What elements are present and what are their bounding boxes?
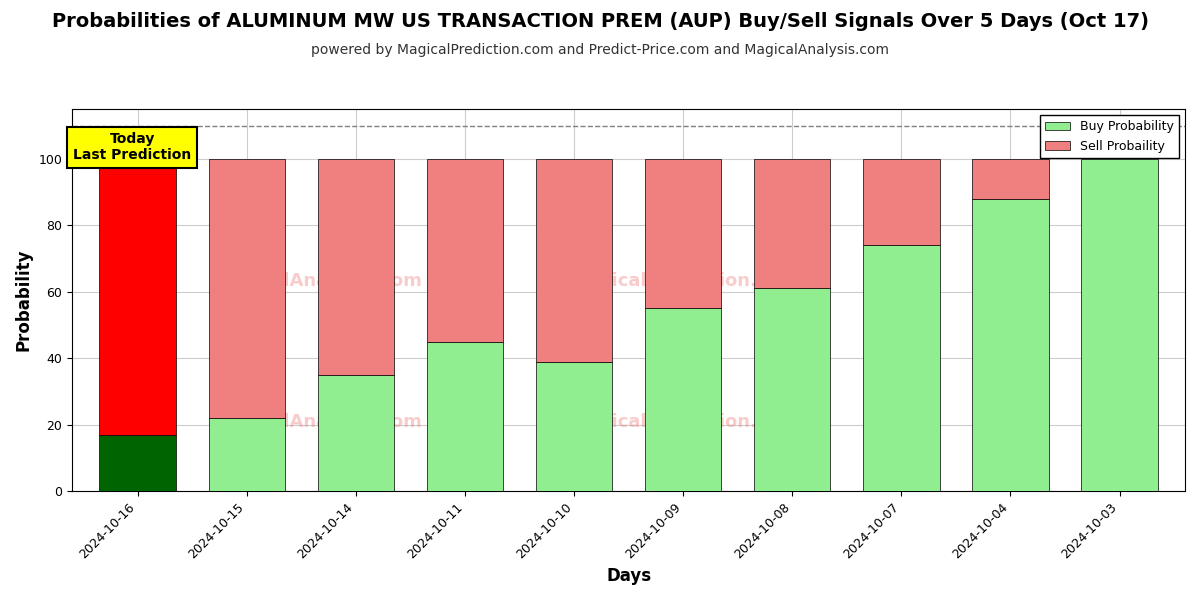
Bar (536, 159, 612, 362)
Text: MagicalAnalysis.com: MagicalAnalysis.com (212, 413, 422, 431)
Text: Today
Last Prediction: Today Last Prediction (73, 132, 191, 163)
Bar (754, 159, 830, 289)
Bar (427, 159, 503, 341)
Bar (427, 341, 503, 491)
Text: powered by MagicalPrediction.com and Predict-Price.com and MagicalAnalysis.com: powered by MagicalPrediction.com and Pre… (311, 43, 889, 57)
Bar (863, 245, 940, 491)
Text: MagicalPrediction.com: MagicalPrediction.com (570, 272, 799, 290)
Y-axis label: Probability: Probability (16, 249, 34, 352)
Bar (972, 199, 1049, 491)
Bar (318, 159, 394, 375)
Bar (863, 159, 940, 245)
Text: MagicalPrediction.com: MagicalPrediction.com (570, 413, 799, 431)
Bar (644, 159, 721, 308)
X-axis label: Days: Days (606, 567, 652, 585)
Bar (318, 375, 394, 491)
Bar (644, 308, 721, 491)
Bar (100, 159, 176, 435)
Bar (209, 159, 284, 418)
Bar (536, 362, 612, 491)
Text: MagicalAnalysis.com: MagicalAnalysis.com (212, 272, 422, 290)
Bar (100, 435, 176, 491)
Bar (972, 159, 1049, 199)
Bar (754, 289, 830, 491)
Legend: Buy Probability, Sell Probaility: Buy Probability, Sell Probaility (1040, 115, 1178, 158)
Text: Probabilities of ALUMINUM MW US TRANSACTION PREM (AUP) Buy/Sell Signals Over 5 D: Probabilities of ALUMINUM MW US TRANSACT… (52, 12, 1148, 31)
Bar (1081, 159, 1158, 491)
Bar (209, 418, 284, 491)
